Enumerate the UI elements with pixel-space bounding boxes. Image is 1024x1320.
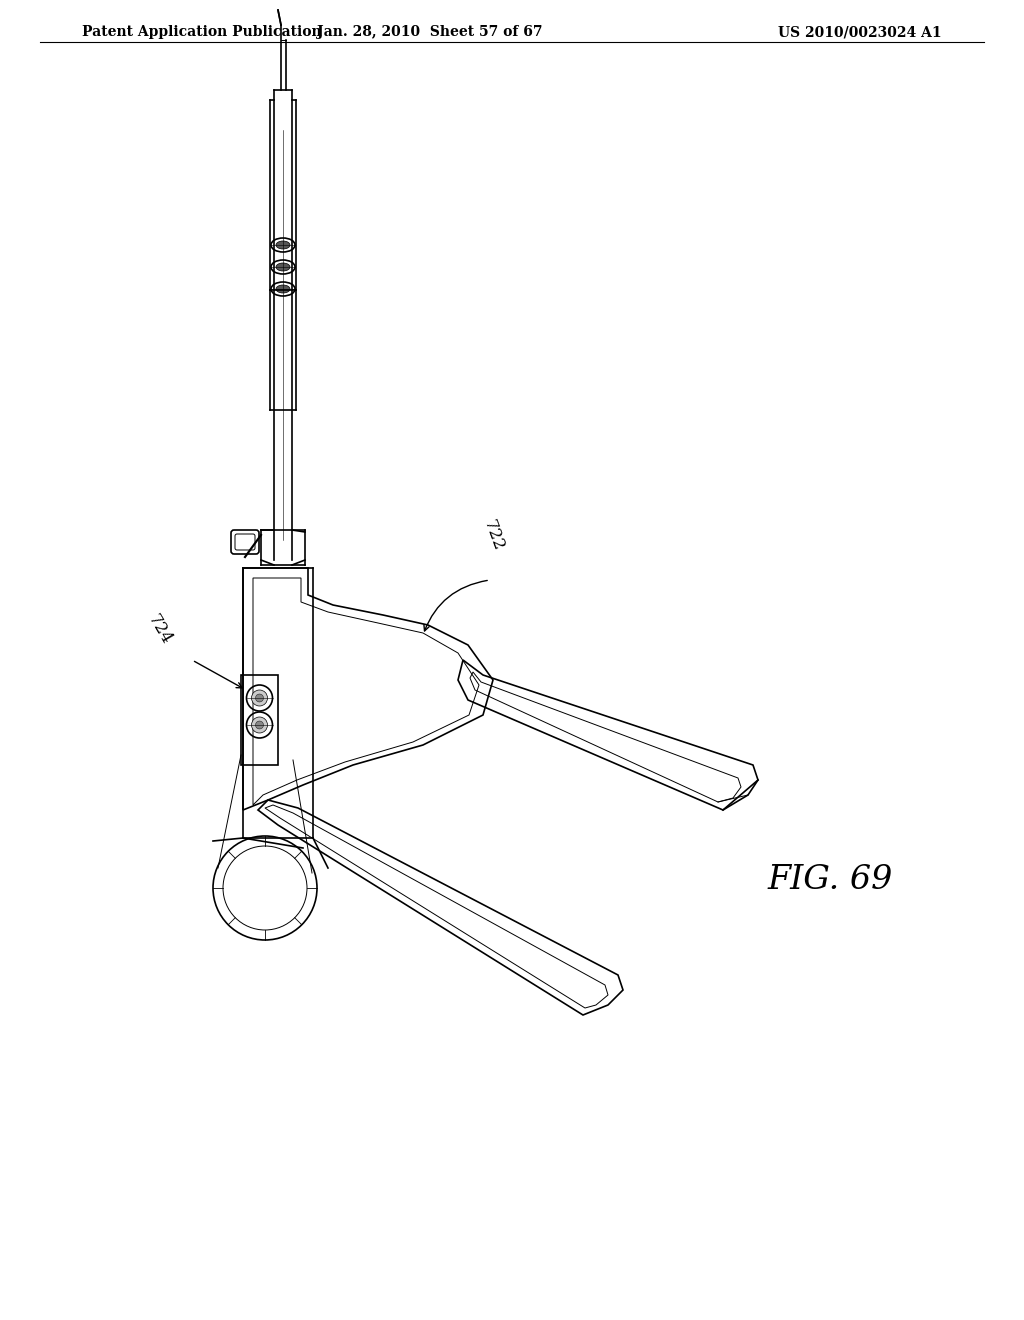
Ellipse shape xyxy=(276,285,290,293)
Circle shape xyxy=(252,717,267,733)
Circle shape xyxy=(256,694,263,702)
Text: US 2010/0023024 A1: US 2010/0023024 A1 xyxy=(778,25,942,40)
Text: 724: 724 xyxy=(144,612,175,648)
Text: 722: 722 xyxy=(480,517,507,553)
Text: Jan. 28, 2010  Sheet 57 of 67: Jan. 28, 2010 Sheet 57 of 67 xyxy=(317,25,543,40)
Ellipse shape xyxy=(276,242,290,249)
Circle shape xyxy=(256,721,263,729)
Ellipse shape xyxy=(276,263,290,271)
Text: FIG. 69: FIG. 69 xyxy=(767,865,893,896)
Circle shape xyxy=(252,690,267,706)
Text: Patent Application Publication: Patent Application Publication xyxy=(82,25,322,40)
